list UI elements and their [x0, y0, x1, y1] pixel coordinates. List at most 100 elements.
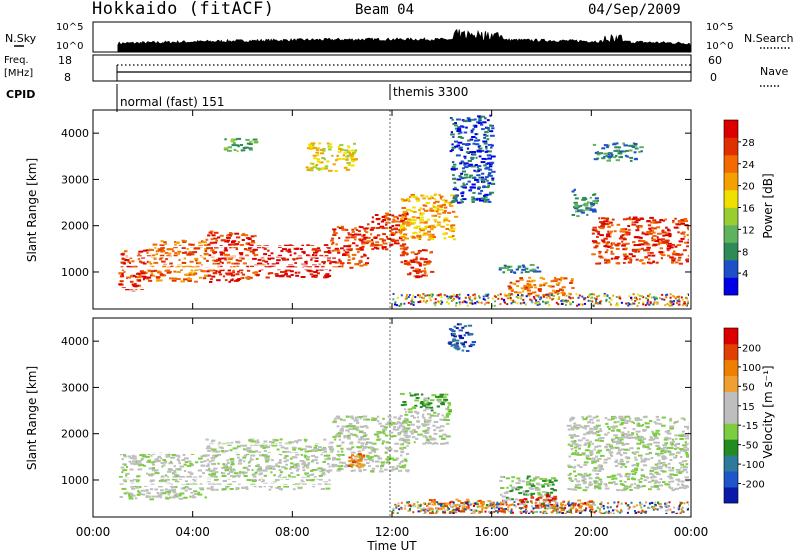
cell-velocity [139, 454, 145, 457]
cell-velocity [578, 506, 582, 509]
cell-velocity [132, 457, 137, 460]
cell-velocity [292, 448, 297, 451]
cell-velocity [416, 433, 420, 436]
cell-velocity [237, 476, 241, 479]
cell-velocity [666, 432, 672, 435]
cell-velocity [279, 473, 282, 476]
cell-power [124, 250, 128, 253]
colorbar-swatch [724, 120, 738, 138]
cell-velocity [440, 437, 446, 440]
noise-cell [485, 294, 488, 297]
cell-power [433, 198, 437, 201]
cell-power [582, 210, 585, 212]
cell-power [231, 144, 237, 147]
noise-cell [683, 301, 686, 303]
cell-power [379, 225, 385, 228]
cell-velocity [333, 420, 337, 423]
cell-power [526, 280, 531, 283]
cell-power [176, 252, 180, 255]
cell-power [450, 133, 455, 136]
cell-velocity [420, 393, 424, 396]
cell-power [319, 148, 323, 151]
cell-power [365, 231, 369, 234]
cell-power [220, 265, 223, 268]
cell-power [395, 224, 401, 227]
cell-velocity [357, 416, 360, 419]
cell-velocity [516, 477, 521, 480]
cell-velocity [346, 447, 351, 450]
cell-power [652, 219, 657, 222]
cell-velocity [449, 503, 452, 506]
cell-power [513, 271, 517, 274]
cell-velocity [277, 475, 281, 478]
cell-power [123, 270, 126, 273]
cell-power [215, 270, 218, 273]
cell-power [606, 249, 609, 252]
cell-velocity [126, 491, 129, 494]
cell-velocity [127, 493, 131, 496]
cell-power [628, 253, 633, 256]
cell-power [347, 245, 351, 248]
cell-velocity [435, 426, 441, 429]
cell-velocity [378, 422, 382, 425]
cell-power [598, 152, 604, 155]
cell-power [486, 127, 490, 129]
cell-velocity [154, 472, 159, 475]
cell-velocity [530, 492, 536, 495]
cell-velocity [460, 510, 466, 513]
cell-velocity [582, 489, 588, 492]
cell-velocity [359, 437, 364, 440]
cell-velocity [644, 457, 647, 460]
cell-power [665, 232, 670, 235]
cell-velocity [119, 483, 124, 486]
cell-velocity [146, 488, 149, 491]
cell-power [432, 206, 436, 209]
cell-power [606, 233, 611, 236]
cell-velocity [595, 455, 598, 458]
cell-velocity [184, 480, 188, 483]
cell-power [350, 236, 356, 239]
cell-velocity [655, 453, 660, 455]
noise-cell [506, 297, 509, 300]
cell-velocity [638, 424, 643, 427]
cell-velocity [152, 463, 155, 466]
cell-velocity [597, 445, 602, 448]
cell-velocity [642, 429, 646, 432]
cell-power [354, 151, 357, 154]
cell-power [482, 140, 488, 143]
noise-cell [558, 296, 561, 299]
cell-power [614, 257, 619, 260]
noise-cell [616, 505, 619, 508]
cell-velocity [413, 441, 416, 444]
cell-power [132, 284, 135, 287]
cell-power [685, 259, 688, 261]
cell-velocity [381, 463, 385, 466]
cell-velocity [238, 458, 243, 461]
cell-velocity [686, 471, 689, 474]
cell-power [354, 149, 358, 152]
cell-power [605, 223, 609, 225]
noise-cell [474, 294, 477, 297]
cell-velocity [432, 442, 435, 445]
cell-power [160, 250, 164, 253]
cell-power [196, 247, 201, 250]
cell-power [458, 175, 462, 178]
cell-velocity [654, 463, 658, 466]
cell-power [581, 198, 586, 201]
cell-velocity [399, 392, 405, 395]
cell-velocity [327, 456, 329, 459]
cell-power [603, 245, 607, 248]
cell-velocity [623, 452, 628, 455]
cell-velocity [419, 402, 424, 405]
cell-velocity [609, 447, 614, 450]
noise-cell [616, 302, 619, 305]
cell-power [687, 226, 689, 229]
cell-power [408, 260, 411, 263]
noise-cell [394, 301, 397, 304]
cell-velocity [676, 446, 680, 449]
cell-power [686, 260, 689, 263]
cell-power [176, 271, 181, 273]
cell-velocity [675, 487, 680, 490]
cell-velocity [648, 420, 653, 422]
cell-velocity [666, 437, 672, 440]
